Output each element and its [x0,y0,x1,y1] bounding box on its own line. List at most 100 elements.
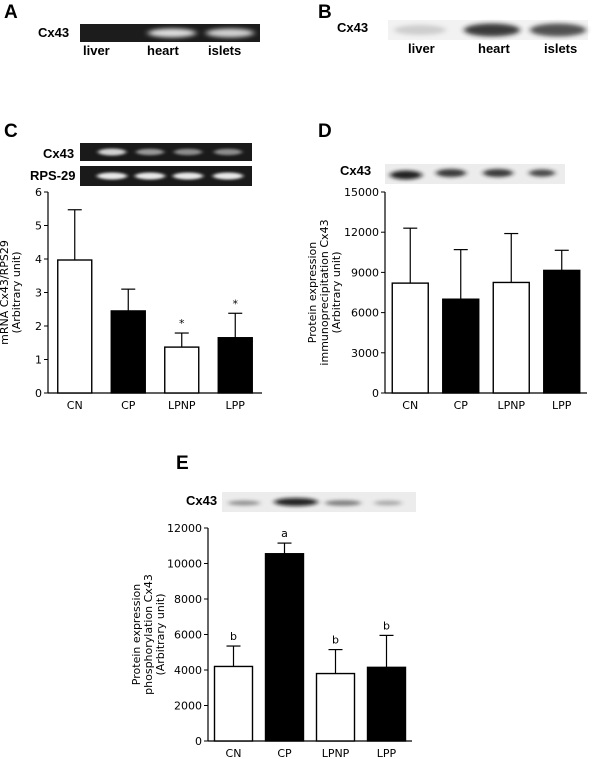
chart-d-bar-cn [391,282,429,394]
panel-e-letter: E [176,453,189,474]
chart-c-x-tick-label: LPP [226,399,246,412]
chart-c-y-tick-label: 6 [35,186,42,199]
panel-e-blot [222,492,416,512]
chart-d-y-tick-label: 9000 [351,266,379,279]
panel-e-band-lpp [374,500,402,506]
panel-a-band-heart [148,28,196,38]
chart-d-y-tick-label: 12000 [344,226,379,239]
panel-c-gel-cx43-background [80,143,252,161]
panel-b-band-liver [394,25,446,35]
chart-c-y-tick-label: 4 [35,253,42,266]
chart-d-x-tick-label: CN [402,399,418,412]
panel-d-blot [385,164,565,184]
chart-d-bar-cp [442,298,480,394]
panel-d-blot-background [385,164,565,184]
chart-c-x-tick-label: LPNP [168,399,196,412]
panel-d-band-lpnp [483,169,513,177]
panel-b-blot [388,20,588,40]
panel-a-band-islets [206,28,254,38]
panel-e-band-cp [274,498,318,506]
panel-d-band-cn [390,170,422,180]
chart-c-y-tick-label: 5 [35,220,42,233]
chart-c-x-tick-label: CN [67,399,83,412]
chart-d-x-tick-label: LPNP [497,399,525,412]
panel-a-protein-label: Cx43 [38,25,69,40]
chart-d-y-tick-label: 0 [372,387,379,400]
panel-c-rps29-band-lpp [213,172,243,180]
panel-c-cx43-band-lpp [214,148,242,156]
chart-e-y-tick-label: 6000 [174,629,202,642]
chart-e-y-tick-label: 2000 [174,700,202,713]
chart-c-significance-label: * [233,297,239,310]
panel-a-lane-heart: heart [147,43,179,58]
panel-c-rps29-band-lpnp [173,172,203,180]
panel-d-band-lpp [529,169,555,177]
chart-c-y-axis-label-line: (Arbitrary unit) [10,251,23,333]
panel-b-band-heart [464,23,520,37]
chart-c-bar-cp [110,310,146,394]
panel-a-gel [80,24,260,42]
panel-c-rps29-band-cp [135,172,165,180]
chart-c-y-tick-label: 3 [35,287,42,300]
chart-e-y-tick-label: 0 [195,735,202,748]
panel-b-lane-liver: liver [408,41,435,56]
chart-e-bar-lpp [366,666,407,742]
chart-panel-e: 0 2000 4000 6000 8000 10000 12000 CN b CP a LPNP b LP… [130,522,412,759]
chart-e-y-tick-label: 10000 [167,558,202,571]
chart-c-y-axis-label-line: mRNA Cx43/RPS29 [0,240,11,345]
chart-e-significance-label: b [332,634,339,647]
panel-a-letter: A [4,2,18,23]
panel-a-lane-liver: liver [83,43,110,58]
chart-e-y-axis-label-line: phosphorylation Cx43 [142,574,155,695]
chart-e-x-tick-label: LPP [377,747,397,759]
chart-e-y-axis-label-line: (Arbitrary unit) [154,593,167,675]
panel-c-blot-label-rps29: RPS-29 [30,168,76,183]
chart-c-y-tick-label: 1 [35,354,42,367]
panel-c-letter: C [4,121,18,142]
chart-e-significance-label: b [230,630,237,643]
panel-b-lane-islets: islets [544,41,577,56]
chart-panel-c: 0 1 2 3 4 5 6 CN CP LPNP * LPP * mRNA Cx43/RPS29(Arbi… [0,186,262,412]
panel-c-rps29-band-cn [97,172,127,180]
chart-d-y-tick-label: 3000 [351,347,379,360]
chart-d-bar-lpnp [492,281,530,394]
panel-c-gel-cx43 [80,143,252,161]
chart-e-significance-label: b [383,619,390,632]
chart-c-bar-cn [57,259,93,394]
panel-b-band-islets [530,23,586,37]
chart-d-y-axis-label-line: (Arbitrary unit) [330,251,343,333]
chart-c-x-tick-label: CP [121,399,136,412]
panel-c-cx43-band-cn [98,148,126,156]
chart-d-y-axis-label: Protein expressionimmunoprecipitation Cx… [306,219,343,365]
chart-e-x-tick-label: CN [226,747,242,759]
panel-d-blot-label-cx43: Cx43 [340,163,371,178]
chart-d-y-axis-label-line: Protein expression [306,242,319,343]
chart-e-x-tick-label: LPNP [322,747,350,759]
chart-e-y-tick-label: 8000 [174,593,202,606]
chart-d-x-tick-label: CP [454,399,469,412]
chart-e-y-axis-label-line: Protein expression [130,584,143,685]
panel-c-gel-rps29 [80,166,252,186]
chart-e-significance-label: a [281,527,288,540]
panel-c-cx43-band-cp [136,148,164,156]
chart-e-bar-cp [264,553,305,742]
chart-d-y-tick-label: 6000 [351,307,379,320]
panel-c-cx43-band-lpnp [174,148,202,156]
chart-c-bar-lpp [217,337,253,394]
panel-e-blot-label-cx43: Cx43 [186,493,217,508]
chart-c-bar-lpnp [164,346,200,394]
chart-e-y-tick-label: 4000 [174,664,202,677]
panel-d-letter: D [318,121,332,142]
chart-e-y-axis-label: Protein expressionphosphorylation Cx43(A… [130,574,167,695]
panel-c-blot-label-cx43: Cx43 [43,146,74,161]
panel-d-band-cp [436,169,466,177]
chart-c-significance-label: * [179,317,185,330]
panel-b-letter: B [318,2,332,23]
chart-c-y-tick-label: 0 [35,387,42,400]
panel-b-lane-heart: heart [478,41,510,56]
chart-c-y-tick-label: 2 [35,320,42,333]
panel-e-band-cn [228,500,260,506]
panel-e-band-lpnp [325,500,361,506]
chart-d-x-tick-label: LPP [552,399,572,412]
